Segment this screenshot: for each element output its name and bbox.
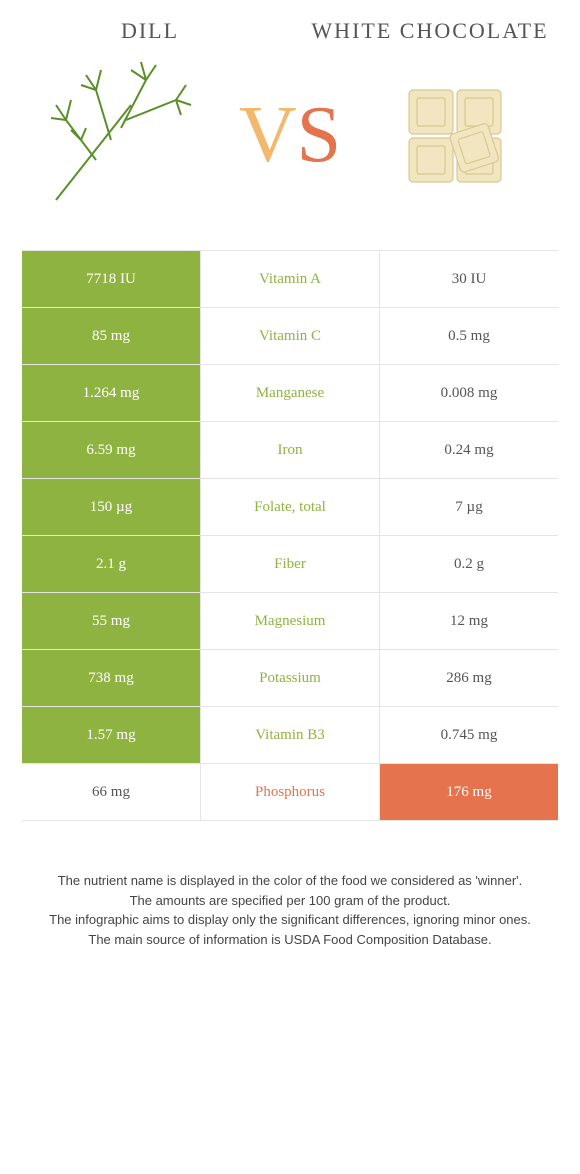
right-value: 0.745 mg	[379, 707, 558, 763]
nutrient-name: Manganese	[201, 365, 379, 421]
left-value: 1.57 mg	[22, 707, 201, 763]
right-value: 286 mg	[379, 650, 558, 706]
table-row: 738 mgPotassium286 mg	[22, 650, 558, 707]
nutrient-name: Vitamin A	[201, 251, 379, 307]
table-row: 85 mgVitamin C0.5 mg	[22, 308, 558, 365]
vs-v: V	[239, 91, 297, 179]
nutrient-name: Phosphorus	[201, 764, 379, 820]
footer-line-2: The amounts are specified per 100 gram o…	[30, 891, 550, 911]
footer-line-4: The main source of information is USDA F…	[30, 930, 550, 950]
white-chocolate-image	[374, 50, 544, 220]
nutrient-name: Vitamin C	[201, 308, 379, 364]
left-value: 85 mg	[22, 308, 201, 364]
left-value: 1.264 mg	[22, 365, 201, 421]
table-row: 1.264 mgManganese0.008 mg	[22, 365, 558, 422]
right-value: 0.24 mg	[379, 422, 558, 478]
right-value: 0.008 mg	[379, 365, 558, 421]
table-row: 55 mgMagnesium12 mg	[22, 593, 558, 650]
table-row: 1.57 mgVitamin B30.745 mg	[22, 707, 558, 764]
nutrient-name: Magnesium	[201, 593, 379, 649]
table-row: 6.59 mgIron0.24 mg	[22, 422, 558, 479]
right-value: 0.2 g	[379, 536, 558, 592]
nutrient-name: Potassium	[201, 650, 379, 706]
header: Dill White Chocolate	[0, 0, 580, 50]
nutrient-name: Folate, total	[201, 479, 379, 535]
left-value: 66 mg	[22, 764, 201, 820]
vs-s: S	[297, 91, 342, 179]
images-row: VS	[0, 50, 580, 250]
left-food-title: Dill	[10, 18, 290, 44]
left-value: 738 mg	[22, 650, 201, 706]
left-value: 2.1 g	[22, 536, 201, 592]
table-row: 7718 IUVitamin A30 IU	[22, 251, 558, 308]
right-food-title: White Chocolate	[290, 18, 570, 44]
left-value: 6.59 mg	[22, 422, 201, 478]
footer-line-3: The infographic aims to display only the…	[30, 910, 550, 930]
white-chocolate-icon	[384, 60, 534, 210]
table-row: 66 mgPhosphorus176 mg	[22, 764, 558, 821]
right-value: 30 IU	[379, 251, 558, 307]
table-row: 150 µgFolate, total7 µg	[22, 479, 558, 536]
right-value: 12 mg	[379, 593, 558, 649]
left-value: 7718 IU	[22, 251, 201, 307]
left-value: 55 mg	[22, 593, 201, 649]
table-row: 2.1 gFiber0.2 g	[22, 536, 558, 593]
nutrient-table: 7718 IUVitamin A30 IU85 mgVitamin C0.5 m…	[22, 250, 558, 821]
nutrient-name: Vitamin B3	[201, 707, 379, 763]
nutrient-name: Fiber	[201, 536, 379, 592]
nutrient-name: Iron	[201, 422, 379, 478]
right-value: 0.5 mg	[379, 308, 558, 364]
vs-label: VS	[239, 90, 341, 181]
dill-image	[36, 50, 206, 220]
dill-icon	[36, 50, 206, 220]
right-value: 7 µg	[379, 479, 558, 535]
footer-notes: The nutrient name is displayed in the co…	[0, 821, 580, 979]
right-value: 176 mg	[379, 764, 558, 820]
footer-line-1: The nutrient name is displayed in the co…	[30, 871, 550, 891]
left-value: 150 µg	[22, 479, 201, 535]
